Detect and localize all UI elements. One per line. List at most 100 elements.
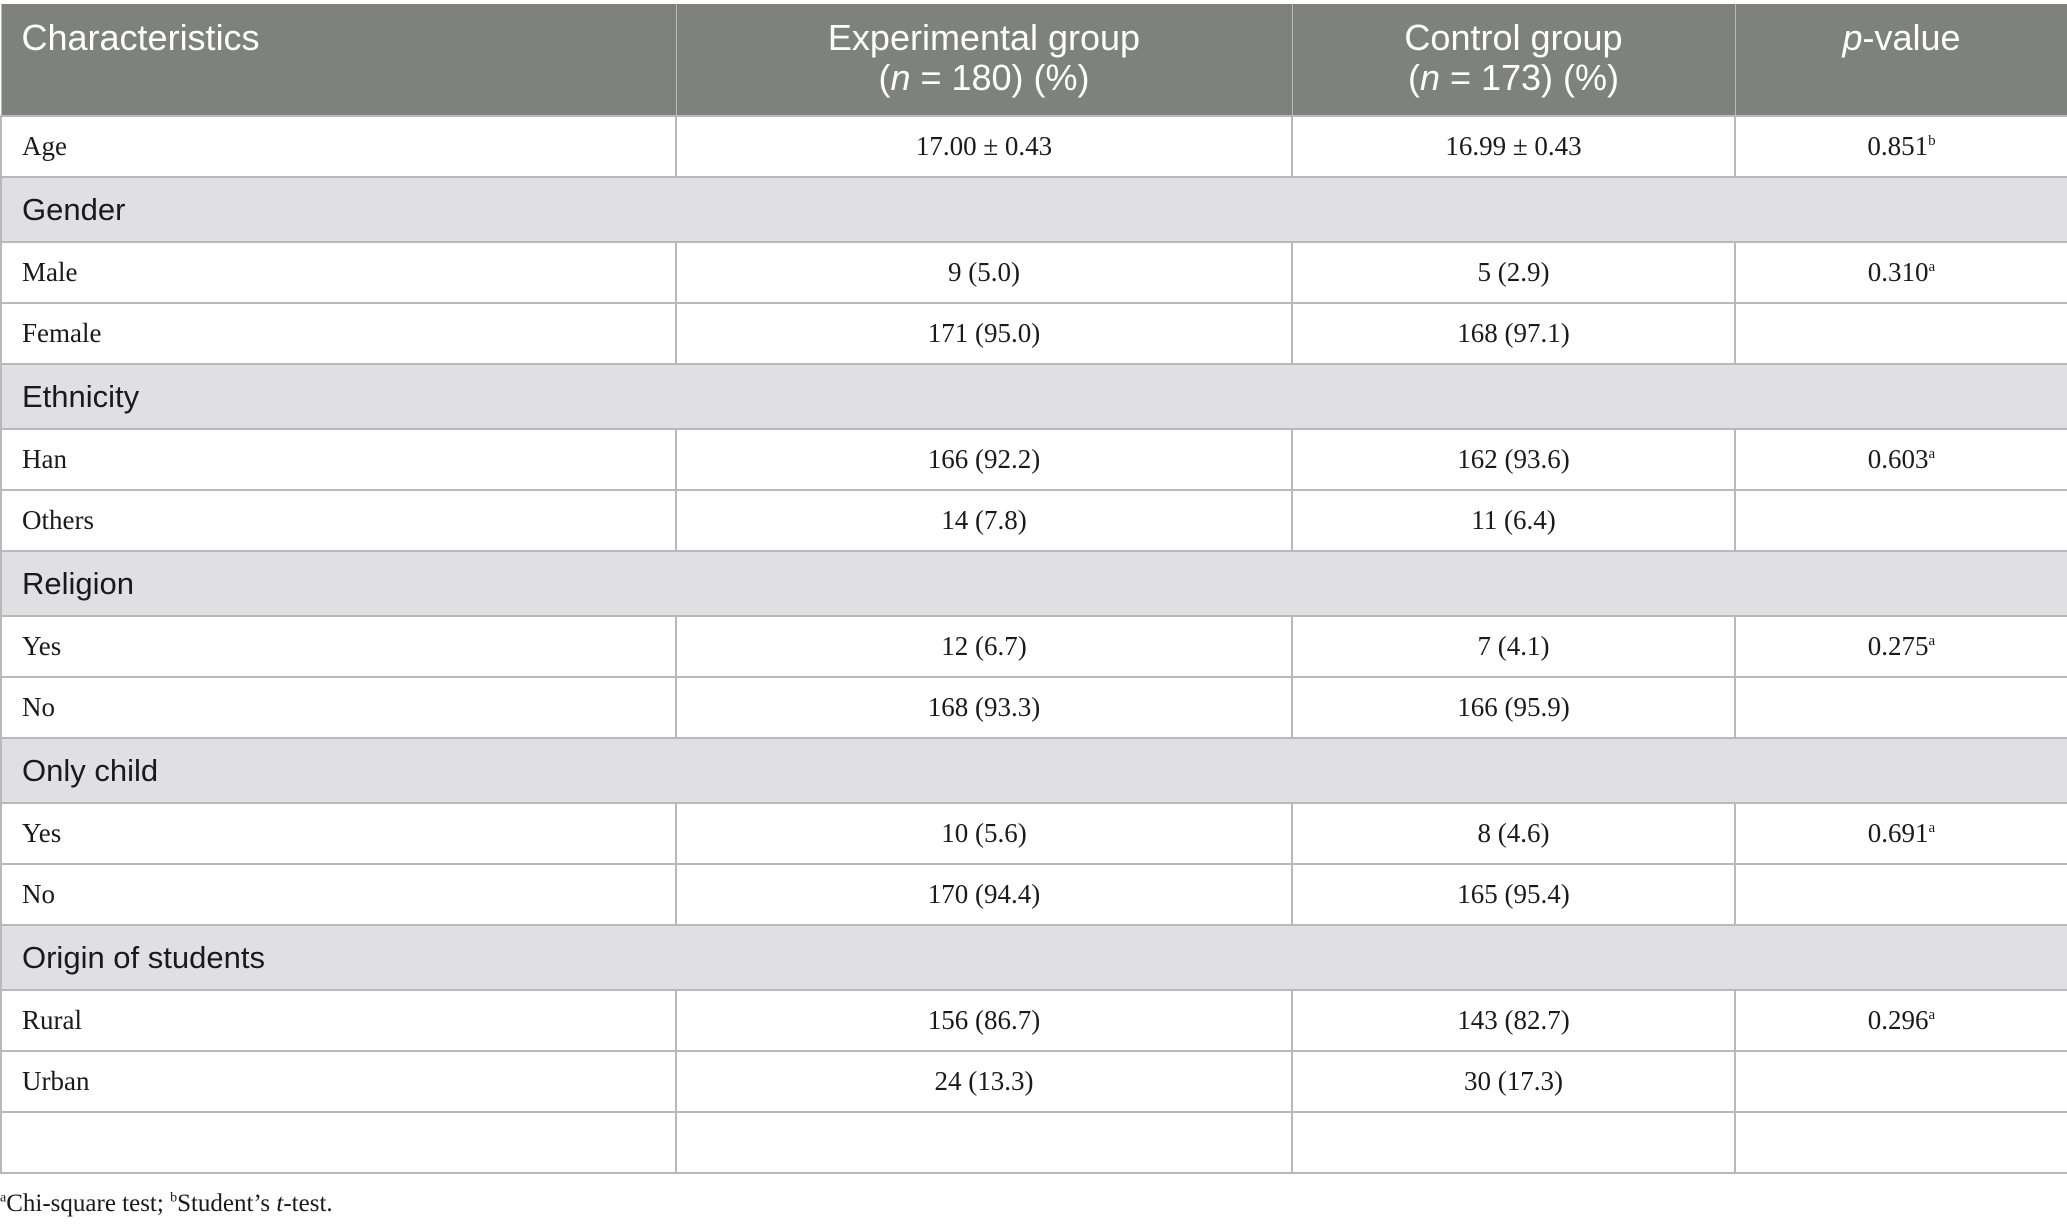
p-value-cell: 0.310a [1734, 241, 2067, 304]
header-control-line2: (n = 173) (%) [1407, 57, 1620, 98]
experimental-value-cell: 9 (5.0) [675, 241, 1293, 304]
row-label-cell: Male [0, 241, 677, 304]
p-value-footnote-mark: a [1928, 1007, 1936, 1023]
p-value-cell: 0.603a [1734, 428, 2067, 491]
section-label: Religion [0, 550, 2067, 617]
p-value-text: 0.691 [1867, 818, 1929, 848]
footnote-a-mark: a [0, 1190, 7, 1206]
row-label-cell: No [0, 676, 677, 739]
empty-row [0, 1111, 2067, 1174]
section-header-row: Only child [0, 737, 2067, 804]
empty-cell [675, 1111, 1293, 1174]
footnote-b-mark: b [170, 1190, 178, 1206]
section-label: Origin of students [0, 924, 2067, 991]
experimental-value-cell: 166 (92.2) [675, 428, 1293, 491]
p-value-text: 0.310 [1867, 257, 1929, 287]
control-value-cell: 143 (82.7) [1291, 989, 1736, 1052]
row-label-cell: Age [0, 115, 677, 178]
header-p-value: p-value [1734, 4, 2067, 116]
empty-cell [1291, 1111, 1736, 1174]
control-value-cell: 11 (6.4) [1291, 489, 1736, 552]
experimental-value-cell: 170 (94.4) [675, 863, 1293, 926]
row-label-cell: Yes [0, 615, 677, 678]
control-value-cell: 5 (2.9) [1291, 241, 1736, 304]
p-value-cell: 0.691a [1734, 802, 2067, 865]
p-value-text: 0.275 [1867, 631, 1929, 661]
table-row: Age 17.00 ± 0.43 16.99 ± 0.43 0.851b [0, 115, 2067, 178]
experimental-value-cell: 12 (6.7) [675, 615, 1293, 678]
section-label: Gender [0, 176, 2067, 243]
header-control-group: Control group (n = 173) (%) [1291, 4, 1736, 116]
p-value-footnote-mark: b [1928, 133, 1936, 149]
header-control-line1: Control group [1404, 17, 1623, 58]
p-value-footnote-mark: a [1928, 633, 1936, 649]
table-row: Others 14 (7.8) 11 (6.4) [0, 489, 2067, 552]
table-row: Female 171 (95.0) 168 (97.1) [0, 302, 2067, 365]
p-value-cell: 0.275a [1734, 615, 2067, 678]
p-value-cell [1734, 863, 2067, 926]
p-value-cell [1734, 302, 2067, 365]
p-value-cell: 0.851b [1734, 115, 2067, 178]
row-label-cell: Female [0, 302, 677, 365]
row-label-cell: Yes [0, 802, 677, 865]
header-experimental-line1: Experimental group [827, 17, 1141, 58]
section-header-row: Origin of students [0, 924, 2067, 991]
p-value-cell [1734, 1050, 2067, 1113]
row-label-cell: Urban [0, 1050, 677, 1113]
header-p-value-label: p-value [1842, 17, 1961, 58]
experimental-value-cell: 156 (86.7) [675, 989, 1293, 1052]
header-experimental-group: Experimental group (n = 180) (%) [675, 4, 1293, 116]
control-value-cell: 165 (95.4) [1291, 863, 1736, 926]
section-label: Only child [0, 737, 2067, 804]
row-label-cell: Rural [0, 989, 677, 1052]
table-row: Yes 10 (5.6) 8 (4.6) 0.691a [0, 802, 2067, 865]
p-value-text: 0.851 [1867, 131, 1929, 161]
p-value-cell [1734, 676, 2067, 739]
p-value-text: 0.603 [1867, 444, 1929, 474]
header-characteristics: Characteristics [0, 4, 677, 116]
table-row: Rural 156 (86.7) 143 (82.7) 0.296a [0, 989, 2067, 1052]
footnote-b-text-pre: Student’s [177, 1190, 277, 1217]
row-label-cell: No [0, 863, 677, 926]
footnote-a-text: Chi-square test; [6, 1190, 171, 1217]
control-value-cell: 7 (4.1) [1291, 615, 1736, 678]
characteristics-table: Characteristics Experimental group (n = … [0, 4, 2067, 1174]
p-value-footnote-mark: a [1928, 446, 1936, 462]
section-header-row: Religion [0, 550, 2067, 617]
footnote-b-text-post: -test. [283, 1190, 333, 1217]
control-value-cell: 168 (97.1) [1291, 302, 1736, 365]
characteristics-table-container: Characteristics Experimental group (n = … [0, 4, 2067, 1174]
table-row: No 170 (94.4) 165 (95.4) [0, 863, 2067, 926]
p-value-cell [1734, 489, 2067, 552]
row-label-cell: Han [0, 428, 677, 491]
p-value-text: 0.296 [1867, 1005, 1929, 1035]
section-label: Ethnicity [0, 363, 2067, 430]
p-value-footnote-mark: a [1928, 820, 1936, 836]
experimental-value-cell: 168 (93.3) [675, 676, 1293, 739]
experimental-value-cell: 24 (13.3) [675, 1050, 1293, 1113]
control-value-cell: 8 (4.6) [1291, 802, 1736, 865]
experimental-value-cell: 14 (7.8) [675, 489, 1293, 552]
empty-cell [1734, 1111, 2067, 1174]
header-experimental-line2: (n = 180) (%) [878, 57, 1090, 98]
control-value-cell: 16.99 ± 0.43 [1291, 115, 1736, 178]
section-header-row: Gender [0, 176, 2067, 243]
table-row: Han 166 (92.2) 162 (93.6) 0.603a [0, 428, 2067, 491]
table-header-row: Characteristics Experimental group (n = … [0, 4, 2067, 116]
control-value-cell: 162 (93.6) [1291, 428, 1736, 491]
table-body: Age 17.00 ± 0.43 16.99 ± 0.43 0.851b Gender M… [0, 115, 2067, 1174]
footnote-b-text-italic: t [276, 1190, 284, 1217]
p-value-cell: 0.296a [1734, 989, 2067, 1052]
section-header-row: Ethnicity [0, 363, 2067, 430]
table-row: Yes 12 (6.7) 7 (4.1) 0.275a [0, 615, 2067, 678]
table-row: Male 9 (5.0) 5 (2.9) 0.310a [0, 241, 2067, 304]
experimental-value-cell: 10 (5.6) [675, 802, 1293, 865]
experimental-value-cell: 17.00 ± 0.43 [675, 115, 1293, 178]
control-value-cell: 166 (95.9) [1291, 676, 1736, 739]
empty-cell [0, 1111, 677, 1174]
p-value-footnote-mark: a [1928, 259, 1936, 275]
experimental-value-cell: 171 (95.0) [675, 302, 1293, 365]
control-value-cell: 30 (17.3) [1291, 1050, 1736, 1113]
table-footnote: aChi-square test; bStudent’s t-test. [0, 1190, 333, 1218]
table-row: No 168 (93.3) 166 (95.9) [0, 676, 2067, 739]
